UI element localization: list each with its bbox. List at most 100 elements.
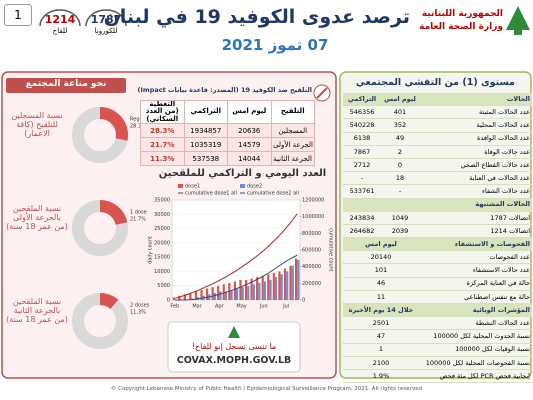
table-cell: 1934857 <box>183 123 228 139</box>
bar <box>250 278 253 300</box>
x-tick-label: May <box>236 304 246 310</box>
bar <box>236 288 239 300</box>
row-label: عدد حالات الاستشفاء <box>419 263 532 278</box>
row-label: عدد حالات الوفاة <box>419 145 532 159</box>
vaccination-table: التلقيح ليوم امس التراكمي التغطية (من العدد… <box>140 99 315 167</box>
donut-arc <box>99 107 128 141</box>
bar <box>172 297 175 300</box>
legend-swatch <box>178 184 183 188</box>
legend-swatch <box>240 184 245 188</box>
row-label: عدد حالات الشفاء <box>419 184 532 199</box>
donut-arc <box>99 293 119 310</box>
bar <box>205 288 209 300</box>
x-tick-label: Jul <box>282 304 289 310</box>
row-value: 0 <box>381 158 419 173</box>
bar <box>183 294 186 300</box>
row-label: نسبة الحدوث المحلية لكل 100000 <box>419 329 532 344</box>
section-title: المؤشرات الوبائية <box>419 303 532 318</box>
cedar-logo <box>506 6 530 30</box>
y-tick-label: 0 <box>167 298 170 304</box>
table-row: عدد الحالات في العناية 18- <box>343 171 532 186</box>
legend-label: cumulative dose1 all <box>185 191 237 197</box>
table-row: عدد حالات الاستشفاء 101 <box>343 263 532 278</box>
row-label: عدد الفحوصات <box>419 250 532 265</box>
section-subtitle: ليوم امس <box>343 237 419 252</box>
table-row: عدد الفحوصات 20140 <box>343 250 532 265</box>
bar <box>286 271 289 300</box>
y2-tick-label: 1000000 <box>302 214 324 220</box>
headset-icon <box>39 9 81 27</box>
line <box>174 213 298 299</box>
legend-label: cumulative dose2 all <box>247 191 299 197</box>
bar <box>269 280 272 300</box>
bar <box>267 274 270 300</box>
table-row: اتصالات 1214 2039 264682 <box>343 224 532 239</box>
row-label: نسبة الوفيات لكل 100000 <box>419 343 532 357</box>
donut-arc <box>99 200 128 226</box>
bar <box>244 280 248 300</box>
cedar-logo <box>514 30 522 35</box>
table-row: الجرعة الثانية 14044 537538 11.3% <box>140 151 315 167</box>
row-value: 11 <box>343 290 419 305</box>
column-header: التراكمي <box>343 93 381 107</box>
table-cell: المسجلين <box>270 123 315 139</box>
donut-name: 2 doses <box>130 303 150 309</box>
chart-title: العدد اليومي و التراكمي للملقحين <box>158 168 327 179</box>
row-value: 1 <box>343 343 419 357</box>
table-cell: الجرعة الثانية <box>270 151 315 167</box>
x-tick-label: Feb <box>170 304 179 310</box>
y2-tick-label: 600000 <box>302 248 321 254</box>
row-value: 540228 <box>343 118 381 133</box>
column-header: ليوم امس <box>227 99 272 125</box>
row-value: 101 <box>343 263 419 278</box>
row-label: اتصالات 1214 <box>419 224 532 239</box>
table-row: نسبة الحدوث المحلية لكل 100000 47 <box>343 329 532 344</box>
cedar-emblem <box>228 326 240 338</box>
bar <box>272 272 275 300</box>
row-label: حالة في العناية المركزة <box>419 277 532 291</box>
row-value: 2039 <box>381 224 419 239</box>
donut-label: نسبة الملقحين بالجرعة الثانية (من عمر 18… <box>6 297 68 325</box>
table-cell: 1035319 <box>183 137 228 153</box>
row-value: 2501 <box>343 316 419 331</box>
bar <box>258 282 261 300</box>
bar <box>297 260 300 300</box>
row-label: عدد حالات القطاع الصحي <box>419 158 532 173</box>
bar <box>194 291 198 300</box>
table-cell: 21.7% <box>140 137 185 153</box>
bar <box>213 292 216 300</box>
table-row: اتصالات 1787 1049 243834 <box>343 211 532 225</box>
section-header: الحالات ليوم امس التراكمي <box>343 93 532 107</box>
section-spacer <box>343 198 419 212</box>
donut-name: 1 dose <box>130 210 147 216</box>
syringe-icon <box>316 87 328 99</box>
table-title: التلقيح ضد الكوفيد 19 (المصدر: قاعدة بيا… <box>137 86 312 94</box>
ministry-line: وزارة الصحة العامة <box>419 22 503 32</box>
table-cell: 20636 <box>227 123 272 139</box>
bar <box>189 292 192 300</box>
covax-url[interactable]: COVAX.MOPH.GOV.LB <box>176 355 292 366</box>
bar <box>230 290 233 300</box>
row-value: 533761 <box>343 184 381 199</box>
y2-tick-label: 1200000 <box>302 198 324 204</box>
row-label: اتصالات 1787 <box>419 211 532 225</box>
hotline-label: للقاح <box>52 27 68 35</box>
outbreak-title: مستوى (1) من التفشي المجتمعي <box>355 77 516 88</box>
table-row: حالة في العناية المركزة 46 <box>343 277 532 291</box>
page-number: 1 <box>4 4 32 26</box>
headset-icon <box>85 9 127 27</box>
section-band <box>6 78 126 93</box>
section-title: الحالات <box>419 93 532 107</box>
column-header: ليوم امس <box>381 93 419 107</box>
table-row: عدد الحالات الوافدة 49 6138 <box>343 132 532 146</box>
bar <box>252 284 255 300</box>
table-row: المسجلين 20636 1934857 28.3% <box>140 123 315 139</box>
y-axis-label: daily count <box>148 236 154 264</box>
column-header: التغطية (من العدد السكاني) <box>140 99 185 125</box>
row-value: - <box>343 171 381 186</box>
line <box>174 254 298 301</box>
bar <box>224 291 228 300</box>
y-tick-label: 15000 <box>154 255 170 261</box>
bar <box>289 265 292 300</box>
